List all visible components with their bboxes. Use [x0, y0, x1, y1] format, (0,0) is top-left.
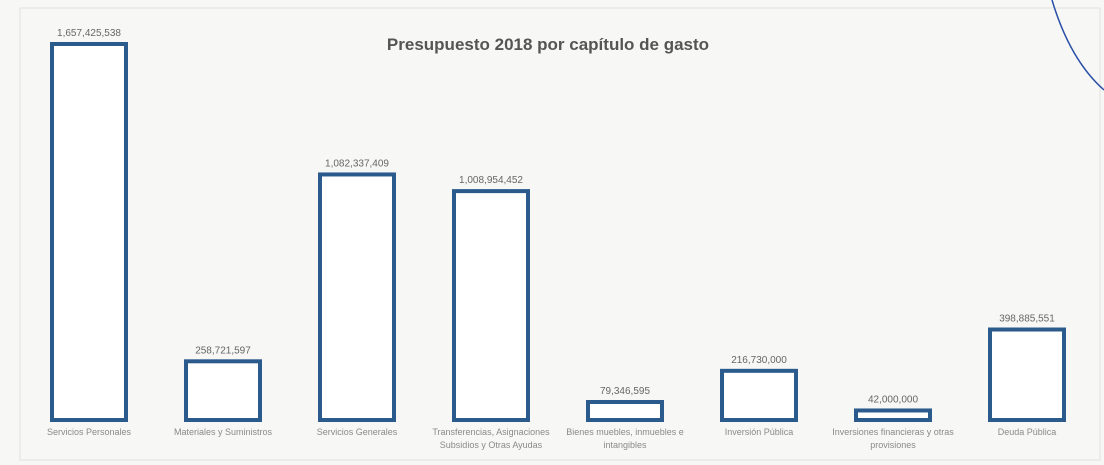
data-label: 216,730,000: [731, 355, 787, 366]
bar: [988, 327, 1066, 422]
bar: [854, 408, 932, 423]
x-tick-label: Bienes muebles, inmuebles e intangibles: [566, 427, 684, 450]
bar: [184, 359, 262, 423]
x-tick-label: Materiales y Suministros: [173, 427, 273, 437]
bar: [586, 399, 664, 423]
data-label: 258,721,597: [195, 345, 251, 356]
data-label: 42,000,000: [868, 394, 918, 405]
x-tick-label: Transferencias, Asignaciones Subsidios y…: [432, 427, 550, 450]
x-tick-label: Inversión Pública: [724, 427, 794, 437]
data-label: 1,657,425,538: [57, 28, 121, 39]
chart-border: [19, 7, 1101, 461]
data-label: 398,885,551: [999, 314, 1055, 325]
x-tick-label: Deuda Pública: [997, 427, 1057, 437]
data-label: 79,346,595: [600, 386, 650, 397]
bar: [318, 172, 396, 422]
bar: [50, 42, 128, 422]
x-tick-label: Servicios Generales: [316, 427, 398, 437]
pen-mark: [1051, 0, 1104, 91]
data-label: 1,008,954,452: [459, 175, 523, 186]
chart-title: Presupuesto 2018 por capítulo de gasto: [387, 35, 709, 54]
data-label: 1,082,337,409: [325, 158, 389, 169]
bar: [452, 189, 530, 422]
bar: [720, 368, 798, 423]
x-tick-label: Inversiones financieras y otras provisio…: [832, 427, 954, 450]
x-tick-label: Servicios Personales: [46, 427, 132, 437]
